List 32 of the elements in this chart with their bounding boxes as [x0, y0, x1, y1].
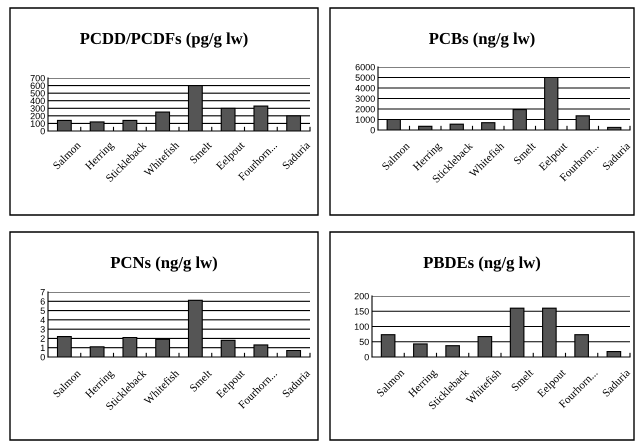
y-tick-label: 300 [30, 105, 45, 112]
y-tick-label: 3 [40, 326, 45, 333]
y-tick-label: 2000 [356, 106, 375, 112]
y-tick-label: 100 [30, 120, 45, 127]
y-tick-label: 5000 [356, 74, 375, 81]
y-tick-label: 0 [40, 354, 45, 360]
y-tick-label: 600 [30, 82, 45, 89]
y-tick-label: 100 [354, 323, 369, 330]
y-tick-label: 5 [40, 308, 45, 314]
chart-title: PCBs (ng/g lw) [429, 32, 535, 48]
y-tick-label: 400 [30, 98, 45, 104]
y-tick-label: 0 [364, 354, 369, 360]
y-tick-label: 7 [40, 289, 45, 296]
y-tick-label: 6 [40, 298, 45, 305]
y-tick-label: 6000 [356, 64, 375, 70]
y-tick-label: 4 [40, 316, 45, 324]
y-tick-label: 500 [30, 90, 45, 97]
chart-title: PCNs (ng/g lw) [110, 256, 217, 272]
y-tick-label: 2 [40, 335, 45, 342]
y-tick-label: 0 [370, 126, 375, 134]
y-tick-label: 200 [354, 292, 369, 300]
y-tick-label: 3000 [355, 95, 375, 102]
y-tick-label: 1000 [356, 116, 375, 123]
y-tick-label: 50 [360, 338, 369, 346]
chart-title: PBDEs (ng/g lw) [423, 256, 540, 272]
y-tick-label: 1 [40, 344, 45, 351]
y-tick-label: 0 [40, 128, 45, 134]
y-tick-label: 200 [30, 112, 45, 120]
y-tick-label: 700 [30, 74, 45, 82]
chart-title: PCDD/PCDFs (pg/g lw) [80, 32, 248, 48]
y-tick-label: 150 [354, 308, 369, 315]
y-tick-label: 4000 [355, 84, 375, 92]
